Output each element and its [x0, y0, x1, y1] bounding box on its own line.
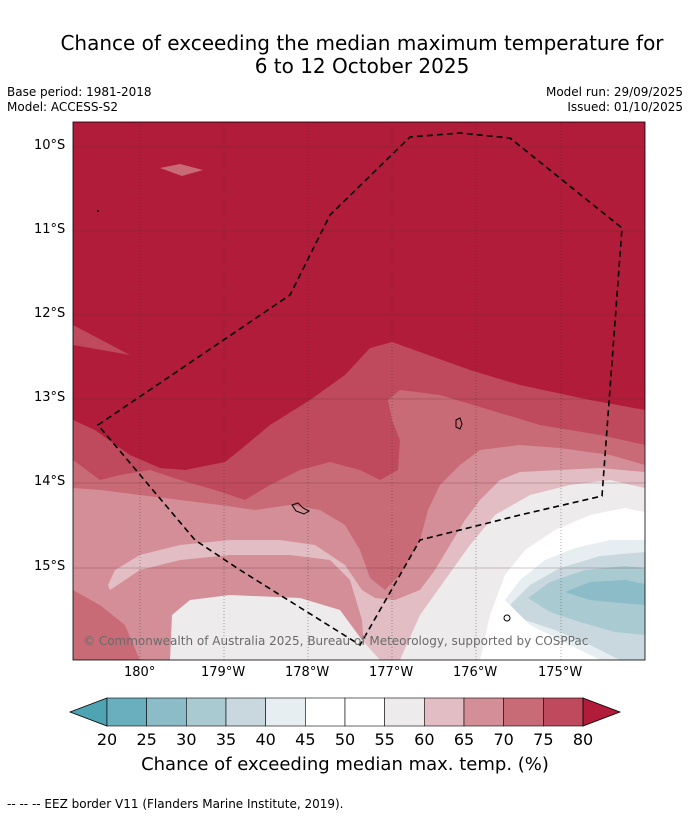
lon-label-179w: 179°W: [201, 665, 246, 680]
colorbar-swatch: [543, 697, 584, 727]
colorbar-swatch: [225, 697, 266, 727]
colorbar-tick-label: 40: [255, 730, 276, 749]
colorbar-swatch: [305, 697, 346, 727]
contour-75-80-sw: [73, 590, 140, 660]
colorbar-swatch: [344, 697, 385, 727]
colorbar-tick-label: 60: [414, 730, 435, 749]
lat-label-10s: 10°S: [34, 138, 66, 153]
colorbar-under-arrow: [68, 697, 108, 727]
colorbar-tick-label: 35: [215, 730, 237, 749]
colorbar-swatch: [146, 697, 187, 727]
meta-left: Base period: 1981-2018 Model: ACCESS-S2: [7, 85, 152, 115]
lon-label-175w: 175°W: [538, 665, 583, 680]
colorbar-tick-label: 20: [96, 730, 118, 749]
colorbar-swatch: [106, 697, 147, 727]
colorbar: [68, 697, 622, 727]
colorbar-swatch: [463, 697, 504, 727]
lat-label-15s: 15°S: [34, 559, 66, 574]
lat-label-12s: 12°S: [34, 306, 66, 321]
issued-date: Issued: 01/10/2025: [567, 100, 683, 114]
island-dot: [97, 210, 99, 212]
colorbar-tick-label: 70: [493, 730, 514, 749]
colorbar-over-arrow: [582, 697, 622, 727]
colorbar-tick-label: 45: [295, 730, 316, 749]
lon-label-180: 180°: [124, 665, 156, 680]
lon-label-176w: 176°W: [453, 665, 498, 680]
colorbar-tick-label: 65: [453, 730, 475, 749]
colorbar-swatch: [424, 697, 465, 727]
meta-right: Model run: 29/09/2025 Issued: 01/10/2025: [546, 85, 683, 115]
colorbar-swatch: [384, 697, 425, 727]
lon-label-178w: 178°W: [285, 665, 330, 680]
eez-footer-note: -- -- -- EEZ border V11 (Flanders Marine…: [7, 797, 344, 811]
lat-label-13s: 13°S: [34, 390, 66, 405]
eez-border: [96, 132, 623, 647]
colorbar-title: Chance of exceeding median max. temp. (%…: [141, 754, 549, 775]
island-wallis: [291, 502, 311, 515]
lat-label-11s: 11°S: [34, 222, 66, 237]
colorbar-tick-label: 80: [572, 730, 594, 749]
colorbar-tick-label: 30: [176, 730, 197, 749]
copyright-text: © Commonwealth of Australia 2025, Bureau…: [83, 634, 588, 648]
colorbar-tick-label: 55: [374, 730, 395, 749]
map-frame: [72, 121, 646, 661]
contour-small-blob: [160, 164, 203, 176]
colorbar-swatch: [186, 697, 227, 727]
contour-70-75-sw: [73, 560, 160, 660]
model-run: Model run: 29/09/2025: [545, 85, 683, 99]
colorbar-tick-label: 25: [136, 730, 157, 749]
colorbar-swatch: [503, 697, 544, 727]
colorbar-tick-label: 75: [533, 730, 554, 749]
title-line-2: 6 to 12 October 2025: [254, 54, 470, 78]
map-area: © Commonwealth of Australia 2025, Bureau…: [73, 122, 645, 660]
base-period: Base period: 1981-2018: [7, 85, 152, 99]
lat-label-14s: 14°S: [34, 474, 66, 489]
title-line-1: Chance of exceeding the median maximum t…: [60, 31, 664, 55]
contour-30-35: [565, 580, 645, 605]
colorbar-swatch: [265, 697, 306, 727]
colorbar-tick-label: 50: [334, 730, 356, 749]
island-small: [503, 614, 511, 622]
island-tokelau-1: [455, 417, 463, 430]
map-title: Chance of exceeding the median maximum t…: [0, 32, 690, 78]
lon-label-177w: 177°W: [369, 665, 414, 680]
model-name: Model: ACCESS-S2: [7, 100, 119, 114]
lat-gridlines: [73, 146, 645, 569]
